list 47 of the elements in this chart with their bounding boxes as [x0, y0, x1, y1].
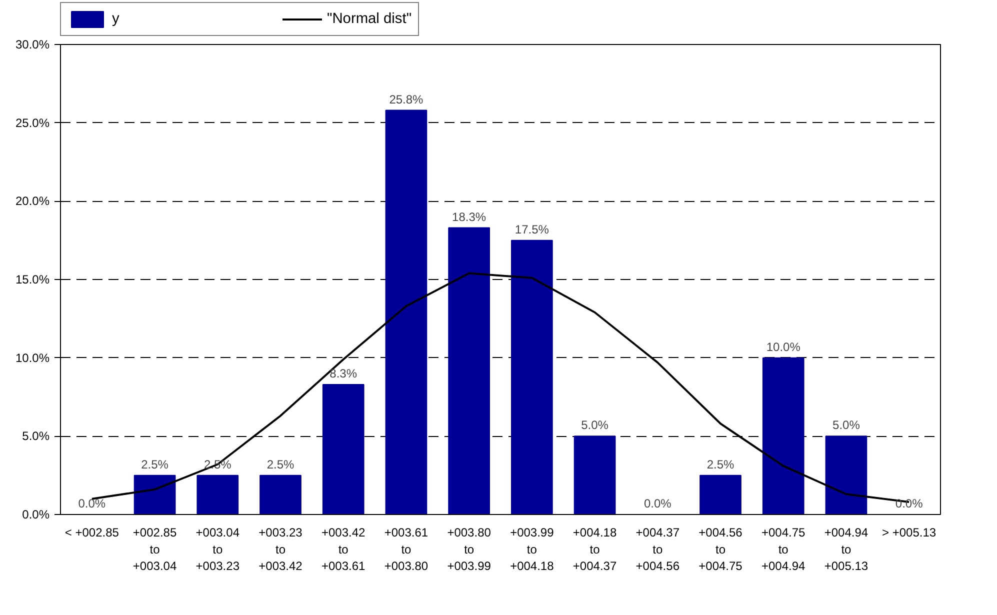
data-label: 25.8% — [389, 92, 424, 106]
bar — [322, 384, 364, 514]
data-label: 2.5% — [706, 457, 735, 472]
data-label: 5.0% — [581, 418, 609, 432]
y-tick-label: 5.0% — [22, 429, 50, 444]
x-tick-label: +003.99 to +004.18 — [510, 526, 554, 574]
y-tick-label: 30.0% — [15, 38, 50, 52]
data-label: 17.5% — [514, 222, 550, 236]
bar — [511, 240, 553, 514]
x-tick-label: +004.37 to +004.56 — [636, 526, 680, 574]
bar — [574, 436, 616, 514]
x-tick-label: +002.85 to +003.04 — [132, 526, 177, 574]
bar — [762, 357, 804, 514]
bar — [385, 110, 428, 514]
x-tick-label: +004.94 to +005.13 — [824, 526, 868, 574]
y-tick-label: 20.0% — [15, 194, 50, 208]
bar — [196, 474, 239, 514]
data-label: 2.5% — [141, 457, 169, 472]
x-tick-label: > +005.13 — [882, 526, 936, 540]
x-tick-label: +003.42 to +003.61 — [322, 526, 366, 574]
bar — [825, 436, 868, 514]
bar — [448, 227, 490, 514]
legend-label: "Normal dist" — [327, 11, 412, 27]
data-label: 0.0% — [78, 496, 106, 510]
x-tick-label: +003.04 to +003.23 — [196, 526, 240, 574]
x-tick-label: +003.80 to +003.99 — [447, 526, 492, 574]
y-tick-label: 0.0% — [22, 508, 50, 522]
x-tick-label: +003.23 to +003.42 — [258, 526, 303, 574]
bar — [700, 474, 742, 514]
y-tick-label: 10.0% — [15, 350, 50, 365]
bar — [134, 474, 176, 514]
x-tick-label: +004.56 to +004.75 — [698, 526, 743, 574]
data-label: 2.5% — [266, 457, 295, 472]
x-tick-label: +003.61 to +003.80 — [384, 526, 428, 574]
data-label: 10.0% — [766, 340, 801, 354]
data-label: 8.3% — [330, 366, 358, 380]
x-tick-label: +004.18 to +004.37 — [572, 526, 617, 574]
data-label: 5.0% — [832, 418, 860, 432]
data-label: 18.3% — [452, 210, 486, 224]
legend-label: y — [112, 11, 120, 27]
x-tick-label: +004.75 to +004.94 — [762, 526, 806, 574]
bar — [260, 474, 302, 514]
y-tick-label: 15.0% — [15, 272, 50, 286]
y-tick-label: 25.0% — [15, 116, 50, 130]
data-label: 0.0% — [644, 496, 672, 510]
data-label: 0.0% — [895, 496, 924, 510]
x-tick-label: < +002.85 — [64, 526, 120, 540]
